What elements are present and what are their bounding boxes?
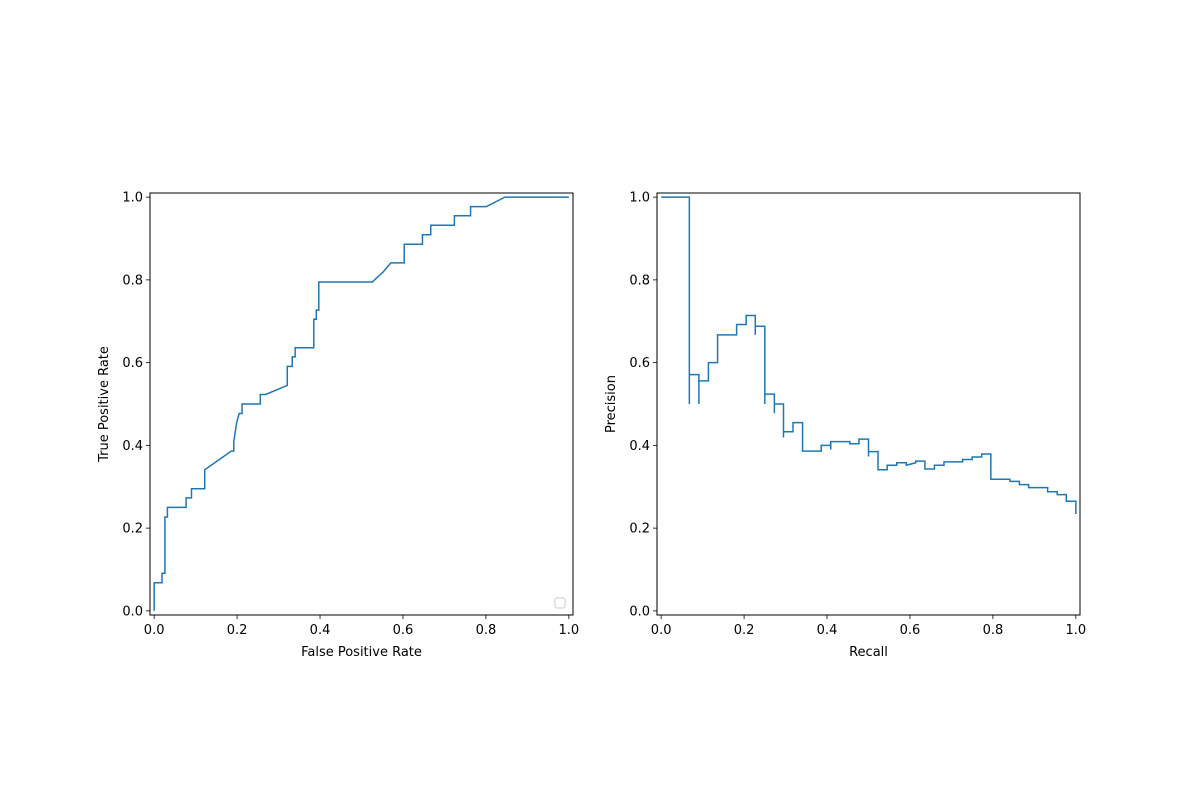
pr-axes-frame [656, 192, 1081, 616]
pr-curve-line [661, 196, 1077, 515]
roc-series-layer [153, 196, 569, 611]
pr-y-tick-label: 0.0 [629, 604, 650, 619]
pr-y-tick-label: 0.6 [629, 356, 650, 371]
roc-x-axis-label: False Positive Rate [301, 645, 422, 660]
roc-legend-box [554, 597, 566, 609]
pr-x-axis-label: Recall [849, 645, 888, 660]
roc-x-tick-label: 1.0 [559, 623, 580, 638]
pr-x-tick-label: 0.0 [651, 623, 672, 638]
roc-y-tick-label: 0.6 [122, 356, 143, 371]
roc-x-tick-label: 0.0 [144, 623, 165, 638]
roc-x-tick-label: 0.4 [310, 623, 331, 638]
roc-y-axis-label: True Positive Rate [97, 346, 112, 463]
roc-plot: 0.0 0.2 0.4 0.6 0.8 1.0 0.0 0.2 0.4 0.6 0.8 1.0 Fal… [97, 191, 579, 660]
pr-x-tick-label: 0.4 [817, 623, 838, 638]
pr-y-tick-label: 1.0 [629, 191, 650, 206]
roc-y-tick-label: 1.0 [122, 191, 143, 206]
pr-x-tick-label: 0.8 [983, 623, 1004, 638]
pr-y-tick-label: 0.4 [629, 439, 650, 454]
roc-x-tick-label: 0.2 [227, 623, 248, 638]
pr-y-axis-label: Precision [604, 375, 619, 433]
pr-y-tick-label: 0.2 [629, 522, 650, 537]
roc-y-tick-label: 0.2 [122, 522, 143, 537]
pr-x-tick-label: 0.6 [900, 623, 921, 638]
roc-x-tick-label: 0.6 [393, 623, 414, 638]
pr-x-tick-label: 1.0 [1066, 623, 1087, 638]
roc-y-tick-label: 0.4 [122, 439, 143, 454]
roc-x-tick-label: 0.8 [476, 623, 497, 638]
pr-ticks-layer: 0.0 0.2 0.4 0.6 0.8 1.0 0.0 0.2 0.4 0.6 0.8 1.0 [629, 191, 1086, 638]
pr-y-tick-label: 0.8 [629, 273, 650, 288]
roc-curve-line [153, 196, 569, 611]
pr-x-tick-label: 0.2 [734, 623, 755, 638]
roc-axes-frame [149, 192, 574, 616]
roc-y-tick-label: 0.8 [122, 273, 143, 288]
precision-recall-plot: 0.0 0.2 0.4 0.6 0.8 1.0 0.0 0.2 0.4 0.6 0.8 1.0 Rec… [604, 191, 1086, 660]
roc-ticks-layer: 0.0 0.2 0.4 0.6 0.8 1.0 0.0 0.2 0.4 0.6 0.8 1.0 [122, 191, 579, 638]
pr-series-layer [661, 196, 1077, 515]
roc-y-tick-label: 0.0 [122, 604, 143, 619]
